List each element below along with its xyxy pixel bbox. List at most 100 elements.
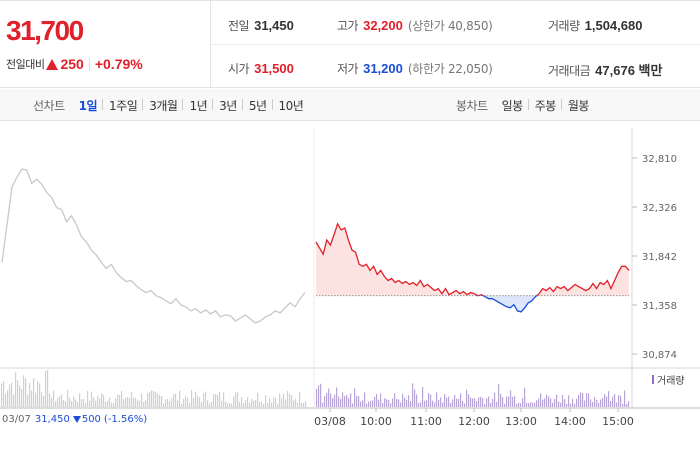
volume-bar <box>151 390 153 407</box>
stat-volume: 거래량 1,504,680 <box>548 17 642 34</box>
volume-bar <box>21 389 23 407</box>
period-3m[interactable]: 3개월 <box>142 97 183 114</box>
volume-bar <box>73 396 75 407</box>
period-1w[interactable]: 1주일 <box>102 97 143 114</box>
volume-bar <box>352 403 354 407</box>
volume-bar <box>324 396 326 407</box>
volume-bar <box>334 394 336 407</box>
volume-bar <box>356 396 358 407</box>
volume-bar <box>596 399 598 407</box>
volume-bar <box>462 401 464 407</box>
current-price-box: 31,700 전일대비 250 +0.79% <box>0 1 210 88</box>
volume-bar <box>117 394 119 407</box>
volume-bar <box>326 393 328 407</box>
volume-bar <box>456 398 458 407</box>
current-price: 31,700 <box>6 15 84 46</box>
volume-bar <box>354 388 356 407</box>
volume-bar <box>163 403 165 407</box>
volume-bar <box>400 402 402 407</box>
period-10y[interactable]: 10년 <box>271 97 310 114</box>
volume-bar <box>438 399 440 407</box>
volume-bar <box>301 402 303 407</box>
y-tick-label: 32,810 <box>642 154 677 165</box>
volume-bar <box>624 390 626 407</box>
line-chart-title: 선차트 <box>33 98 65 113</box>
volume-bar <box>372 400 374 407</box>
stat-label: 거래대금 <box>548 64 591 78</box>
period-1d[interactable]: 1일 <box>78 98 98 113</box>
volume-bar <box>1 383 3 407</box>
volume-bar <box>259 402 261 407</box>
prev-day-price: 31,450 <box>34 414 70 425</box>
volume-bar <box>147 393 149 407</box>
volume-bar <box>482 398 484 407</box>
volume-bar <box>209 403 211 407</box>
volume-bar <box>470 397 472 407</box>
volume-bar <box>524 387 526 407</box>
period-1y[interactable]: 1년 <box>182 97 213 114</box>
volume-bar <box>143 402 145 407</box>
stat-label: 전일 <box>228 19 250 33</box>
volume-bar <box>111 402 113 407</box>
volume-bar <box>13 394 15 407</box>
candle-monthly[interactable]: 월봉 <box>560 97 595 114</box>
prev-day-change: 500 (-1.56%) <box>72 414 147 425</box>
volume-bar <box>378 399 380 407</box>
volume-bar <box>231 403 233 407</box>
volume-bar <box>474 398 476 407</box>
volume-bar <box>219 391 221 407</box>
candle-chart-periods: 봉차트 일봉 주봉 월봉 <box>456 89 595 121</box>
volume-bar <box>135 397 137 407</box>
volume-bar <box>360 401 362 407</box>
volume-bar <box>199 397 201 407</box>
volume-bar <box>608 391 610 407</box>
volume-bar <box>598 402 600 407</box>
x-tick-label: 13:00 <box>505 415 537 428</box>
volume-bar <box>275 398 277 407</box>
stat-label: 고가 <box>337 19 359 33</box>
volume-bar <box>586 393 588 407</box>
volume-bar <box>149 391 151 407</box>
volume-bar <box>504 403 506 407</box>
volume-bar <box>161 396 163 407</box>
volume-bar <box>223 392 225 407</box>
volume-bar <box>189 402 191 407</box>
candle-daily[interactable]: 일봉 <box>501 98 524 113</box>
volume-bar <box>285 399 287 407</box>
volume-bar <box>622 403 624 407</box>
volume-bar <box>243 403 245 407</box>
volume-bar <box>424 400 426 407</box>
volume-bar <box>512 396 514 407</box>
volume-bar <box>63 400 65 407</box>
volume-bar <box>97 395 99 407</box>
quote-header: 31,700 전일대비 250 +0.79% 전일 31,450 고가 32,2… <box>0 0 700 88</box>
volume-bar <box>318 385 320 407</box>
volume-bar <box>251 399 253 407</box>
volume-bar <box>416 394 418 407</box>
volume-bar <box>239 401 241 407</box>
period-3y[interactable]: 3년 <box>212 97 243 114</box>
volume-bar <box>408 395 410 407</box>
volume-bar <box>137 400 139 407</box>
volume-bar <box>564 399 566 407</box>
volume-bar <box>316 388 318 407</box>
volume-bar <box>510 390 512 407</box>
volume-bar <box>227 403 229 407</box>
volume-bar <box>330 393 332 407</box>
volume-bar <box>297 402 299 407</box>
x-tick-label: 03/08 <box>314 415 346 428</box>
volume-bar <box>580 392 582 407</box>
y-tick-label: 31,842 <box>642 252 677 263</box>
volume-bar <box>29 383 31 407</box>
period-5y[interactable]: 5년 <box>241 97 273 114</box>
candle-weekly[interactable]: 주봉 <box>527 97 562 114</box>
volume-bar <box>67 390 69 407</box>
line-chart-periods: 선차트 1일 1주일 3개월 1년 3년 5년 10년 <box>33 89 309 121</box>
volume-bar <box>17 380 19 407</box>
volume-bar <box>11 382 13 407</box>
volume-bar <box>574 403 576 407</box>
volume-bar <box>386 399 388 407</box>
volume-bar <box>536 400 538 407</box>
volume-bar <box>414 389 416 407</box>
